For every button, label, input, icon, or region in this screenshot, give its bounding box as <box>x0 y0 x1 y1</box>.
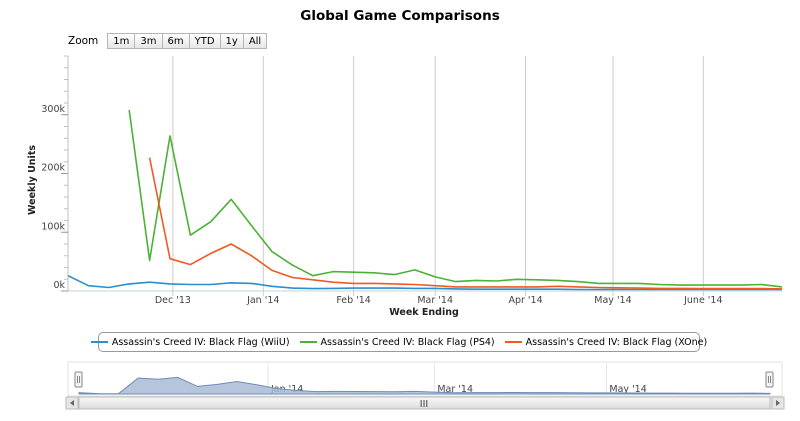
zoom-6m-button[interactable]: 6m <box>161 33 190 49</box>
x-tick-label: Dec '13 <box>155 295 191 306</box>
plot-series <box>67 109 783 291</box>
legend: Assassin's Creed IV: Black Flag (WiiU) A… <box>90 332 707 352</box>
legend-item-wiiu[interactable]: Assassin's Creed IV: Black Flag (WiiU) <box>90 336 290 348</box>
chart-title: Global Game Comparisons <box>300 8 500 24</box>
navigator-area <box>78 376 771 395</box>
x-axis-title: Week Ending <box>389 307 459 318</box>
y-tick-label: 200k <box>41 163 65 174</box>
x-tick-label: Feb '14 <box>336 295 371 306</box>
series-line-xone <box>148 157 783 290</box>
chevron-right-icon <box>776 400 780 406</box>
scrollbar-grip-icon: III <box>420 399 428 410</box>
navigator-left-handle[interactable] <box>74 371 83 388</box>
legend-label-wiiu: Assassin's Creed IV: Black Flag (WiiU) <box>111 336 290 348</box>
navigator-right-handle[interactable] <box>765 371 774 388</box>
zoom-label: Zoom <box>68 35 99 47</box>
scrollbar-thumb[interactable] <box>78 396 771 410</box>
x-tick-label: Mar '14 <box>417 295 453 306</box>
y-tick-label: 0k <box>53 280 65 291</box>
axes: 0k 100k 200k 300k Dec '13 Jan '14 Feb '14 Mar '… <box>41 55 782 306</box>
chevron-left-icon <box>70 400 74 406</box>
navigator-tick-label: May '14 <box>609 384 646 395</box>
x-tick-label: May '14 <box>594 295 631 306</box>
legend-item-xone[interactable]: Assassin's Creed IV: Black Flag (XOne) <box>504 336 708 348</box>
legend-swatch-xone <box>504 341 522 343</box>
series-line-ps4 <box>128 109 783 288</box>
zoom-all-button[interactable]: All <box>242 33 268 49</box>
legend-swatch-ps4 <box>299 341 317 343</box>
x-tick-label: Jan '14 <box>246 295 279 306</box>
legend-label-xone: Assassin's Creed IV: Black Flag (XOne) <box>525 336 708 348</box>
zoom-toolbar: Zoom 1m 3m 6m YTD 1y All <box>68 33 268 49</box>
grid <box>172 56 704 291</box>
legend-label-ps4: Assassin's Creed IV: Black Flag (PS4) <box>320 336 495 348</box>
navigator-tick-label: Mar '14 <box>437 384 473 395</box>
legend-item-ps4[interactable]: Assassin's Creed IV: Black Flag (PS4) <box>299 336 495 348</box>
x-tick-label: Apr '14 <box>508 295 542 306</box>
y-tick-label: 100k <box>41 221 65 232</box>
y-tick-label: 300k <box>41 104 65 115</box>
legend-swatch-wiiu <box>90 341 108 343</box>
x-tick-label: June '14 <box>683 295 722 306</box>
series-line-wiiu <box>67 274 782 291</box>
y-axis-title: Weekly Units <box>27 145 38 215</box>
